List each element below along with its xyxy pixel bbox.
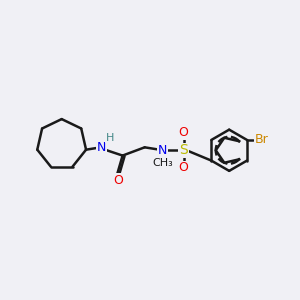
Text: H: H bbox=[105, 133, 114, 143]
Text: S: S bbox=[179, 143, 188, 157]
Text: O: O bbox=[113, 174, 123, 187]
Text: O: O bbox=[178, 126, 188, 139]
Text: N: N bbox=[97, 141, 106, 154]
Text: CH₃: CH₃ bbox=[152, 158, 173, 168]
Text: Br: Br bbox=[255, 134, 268, 146]
Text: O: O bbox=[178, 161, 188, 174]
Text: N: N bbox=[158, 144, 167, 157]
